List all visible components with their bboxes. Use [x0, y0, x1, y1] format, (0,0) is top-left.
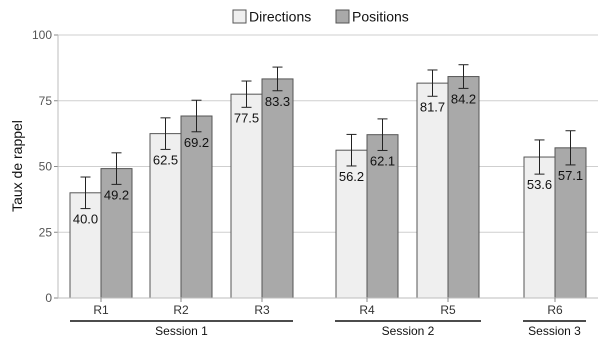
bar-positions-r4 [366, 134, 399, 299]
x-axis: R1 R2 R3 R4 R5 R6 [58, 297, 598, 317]
legend: Directions Positions [232, 9, 409, 25]
y-tick-label: 0 [45, 291, 52, 305]
legend-label-directions: Directions [249, 9, 311, 25]
bar-directions-r6 [523, 156, 556, 299]
legend-swatch-directions [232, 9, 247, 24]
bar-positions-r1 [100, 168, 133, 299]
y-tick-label: 75 [39, 94, 53, 108]
bar-directions-r5 [416, 82, 449, 299]
x-tick-label: R4 [359, 303, 375, 317]
x-tick-label: R2 [173, 303, 189, 317]
bars: 40.0 49.2 62.5 69.2 77.5 83.3 56.2 62.1 81.7 84.2… [69, 64, 587, 299]
data-label: 81.7 [420, 99, 445, 114]
y-tick-label: 100 [32, 28, 52, 42]
data-label: 62.5 [153, 152, 178, 167]
session-label: Session 2 [382, 324, 435, 338]
y-tick-label: 50 [39, 160, 53, 174]
grid-lines [58, 34, 598, 299]
legend-label-positions: Positions [352, 9, 409, 25]
x-tick-label: R1 [93, 303, 109, 317]
data-label: 56.2 [339, 169, 364, 184]
data-label: 83.3 [265, 94, 290, 109]
x-tick-label: R3 [254, 303, 270, 317]
session-label: Session 1 [155, 324, 208, 338]
bar-positions-r3 [261, 78, 294, 299]
data-label: 40.0 [73, 212, 98, 227]
data-label: 49.2 [104, 187, 129, 202]
x-tick-label: R6 [547, 303, 563, 317]
bar-positions-r6 [554, 147, 587, 299]
session-label: Session 3 [528, 324, 581, 338]
y-tick-label: 25 [39, 225, 53, 239]
bar-directions-r2 [149, 133, 182, 299]
bar-directions-r4 [335, 149, 368, 299]
session-groups: Session 1 Session 2 Session 3 [70, 320, 586, 338]
data-label: 77.5 [234, 110, 259, 125]
bar-positions-r2 [180, 115, 213, 299]
data-label: 53.6 [527, 177, 552, 192]
bar-positions-r5 [447, 76, 480, 299]
data-label: 62.1 [370, 153, 395, 168]
y-axis: 0 25 50 75 100 [32, 28, 59, 305]
data-label: 84.2 [451, 91, 476, 106]
y-axis-title: Taux de rappel [9, 120, 25, 212]
legend-swatch-positions [335, 9, 350, 24]
bar-directions-r1 [69, 192, 102, 299]
data-label: 57.1 [558, 168, 583, 183]
x-tick-label: R5 [440, 303, 456, 317]
data-label: 69.2 [184, 135, 209, 150]
